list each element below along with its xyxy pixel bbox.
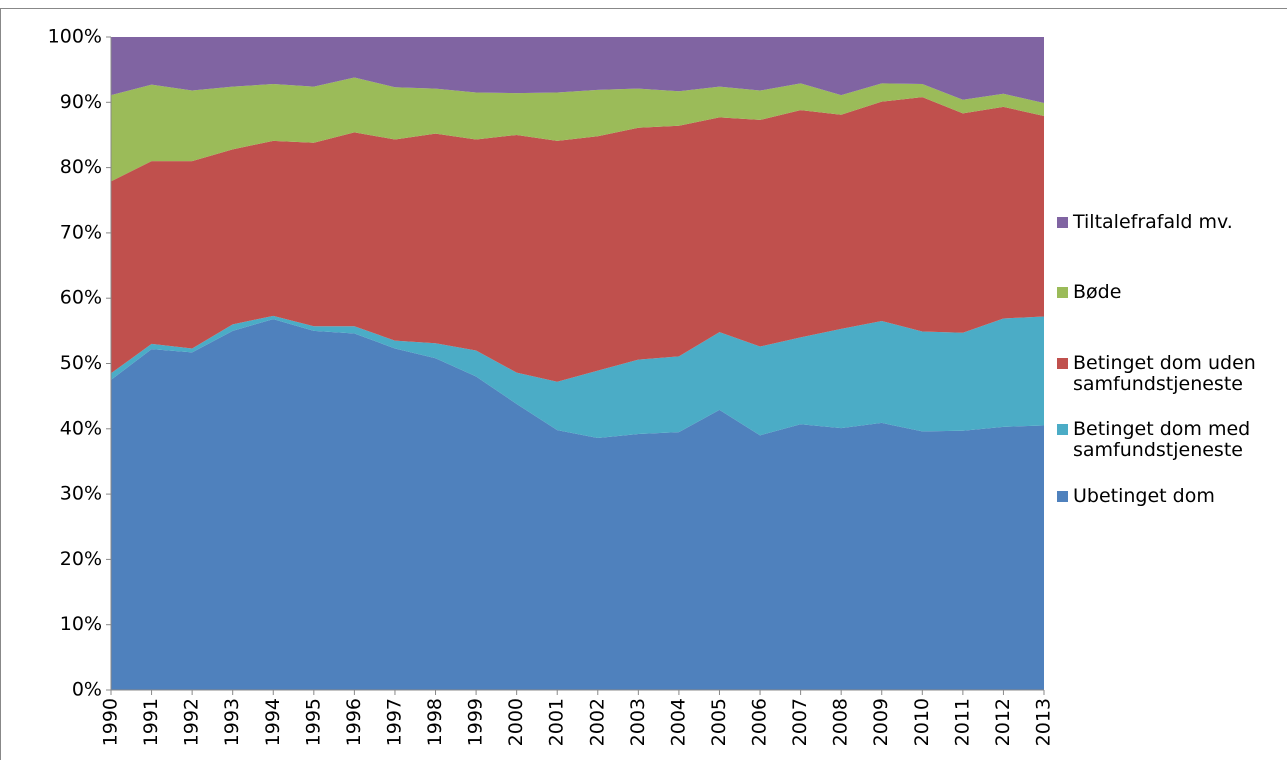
legend-swatch bbox=[1057, 491, 1068, 502]
x-tick-label: 2009 bbox=[870, 698, 892, 746]
x-tick-label: 2005 bbox=[708, 698, 730, 746]
legend-item: Bøde bbox=[1057, 282, 1287, 303]
x-tick-label: 2002 bbox=[586, 698, 608, 746]
area bbox=[111, 37, 1044, 103]
x-tick-label: 2012 bbox=[992, 698, 1014, 746]
x-tick-label: 1999 bbox=[465, 698, 487, 746]
y-tick-label: 30% bbox=[60, 483, 102, 505]
x-tick-label: 1996 bbox=[343, 698, 365, 746]
legend-label: Bøde bbox=[1073, 282, 1122, 303]
x-tick-label: 2006 bbox=[749, 698, 771, 746]
y-tick-label: 10% bbox=[60, 613, 102, 635]
area bbox=[111, 97, 1044, 382]
legend-item: Tiltalefrafald mv. bbox=[1057, 212, 1287, 233]
x-tick-label: 2008 bbox=[830, 698, 852, 746]
legend-label: Betinget dom med samfundstjeneste bbox=[1073, 419, 1251, 461]
legend-swatch bbox=[1057, 287, 1068, 298]
x-tick-label: 1992 bbox=[181, 698, 203, 746]
y-tick-label: 40% bbox=[60, 417, 102, 439]
x-tick-label: 1994 bbox=[262, 698, 284, 746]
legend-swatch bbox=[1057, 217, 1068, 228]
x-tick-label: 2010 bbox=[911, 698, 933, 746]
area bbox=[111, 77, 1044, 182]
x-tick-label: 1993 bbox=[221, 698, 243, 746]
x-tick-label: 1998 bbox=[424, 698, 446, 746]
x-tick-label: 2001 bbox=[546, 698, 568, 746]
x-tick-label: 1991 bbox=[140, 698, 162, 746]
x-tick-label: 2007 bbox=[789, 698, 811, 746]
area bbox=[111, 319, 1044, 690]
legend-label: Betinget dom uden samfundstjeneste bbox=[1073, 353, 1256, 395]
y-tick-label: 0% bbox=[72, 679, 102, 701]
chart-border bbox=[0, 8, 1287, 760]
y-tick-label: 70% bbox=[60, 221, 102, 243]
x-tick-label: 1997 bbox=[383, 698, 405, 746]
y-tick-label: 90% bbox=[60, 91, 102, 113]
legend-label: Ubetinget dom bbox=[1073, 486, 1215, 507]
x-tick-label: 2011 bbox=[951, 698, 973, 746]
x-tick-label: 2003 bbox=[627, 698, 649, 746]
y-tick-label: 80% bbox=[60, 156, 102, 178]
x-tick-label: 2013 bbox=[1033, 698, 1055, 746]
legend-swatch bbox=[1057, 358, 1068, 369]
legend-item: Ubetinget dom bbox=[1057, 486, 1287, 507]
legend-label: Tiltalefrafald mv. bbox=[1073, 212, 1233, 233]
y-tick-label: 50% bbox=[60, 352, 102, 374]
x-tick-label: 1995 bbox=[302, 698, 324, 746]
x-tick-label: 1990 bbox=[100, 698, 122, 746]
x-tick-label: 2000 bbox=[505, 698, 527, 746]
y-tick-label: 20% bbox=[60, 548, 102, 570]
x-tick-label: 2004 bbox=[667, 698, 689, 746]
y-tick-label: 100% bbox=[48, 26, 102, 48]
y-tick-label: 60% bbox=[60, 287, 102, 309]
area bbox=[111, 315, 1044, 438]
legend-item: Betinget dom med samfundstjeneste bbox=[1057, 419, 1287, 461]
legend-swatch bbox=[1057, 424, 1068, 435]
legend-item: Betinget dom uden samfundstjeneste bbox=[1057, 353, 1287, 395]
